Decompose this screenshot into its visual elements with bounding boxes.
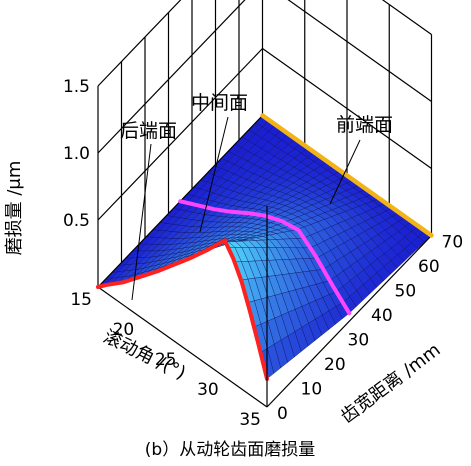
y-tick-label: 60: [418, 257, 440, 277]
axis-edge: [97, 286, 268, 408]
z-tick-label: 1.5: [63, 77, 90, 97]
annotation-front-face: 前端面: [336, 114, 393, 136]
z-tick-label: 0.5: [63, 211, 90, 231]
x-tick-label: 30: [197, 380, 219, 400]
grid-line: [97, 0, 246, 154]
axis-edge: [381, 0, 432, 35]
leader-middle: [199, 116, 229, 233]
y-tick-label: 10: [301, 380, 323, 400]
z-axis-title: 磨损量 /μm: [4, 161, 25, 256]
section-curves: [96, 113, 434, 407]
front-face-curve: [96, 238, 269, 381]
axis-edge: [97, 0, 182, 87]
x-tick-label: 20: [113, 320, 135, 340]
y-tick-label: 40: [371, 306, 393, 326]
x-tick-label: 35: [239, 410, 261, 430]
middle-face-curve: [178, 199, 352, 316]
x-tick-label: 15: [70, 290, 92, 310]
x-tick-label: 25: [155, 350, 177, 370]
y-tick-label: 0: [277, 404, 288, 424]
y-tick-label: 50: [395, 282, 417, 302]
surface-faces: [97, 115, 432, 380]
y-tick-label: 20: [324, 355, 346, 375]
figure-caption: (b）从动轮齿面磨损量: [145, 440, 315, 460]
leader-rear: [131, 143, 152, 301]
y-axis-title: 齿宽距离 /mm: [337, 339, 445, 427]
y-tick-label: 30: [348, 331, 370, 351]
annotation-middle-face: 中间面: [191, 92, 248, 114]
z-tick-label: 1.0: [63, 144, 90, 164]
annotation-rear-face: 后端面: [120, 120, 177, 142]
leader-front: [329, 139, 361, 205]
axis-edge: [266, 235, 432, 408]
grid-line: [97, 48, 263, 221]
y-tick-label: 70: [442, 233, 464, 253]
rear-face-curve: [260, 113, 434, 238]
